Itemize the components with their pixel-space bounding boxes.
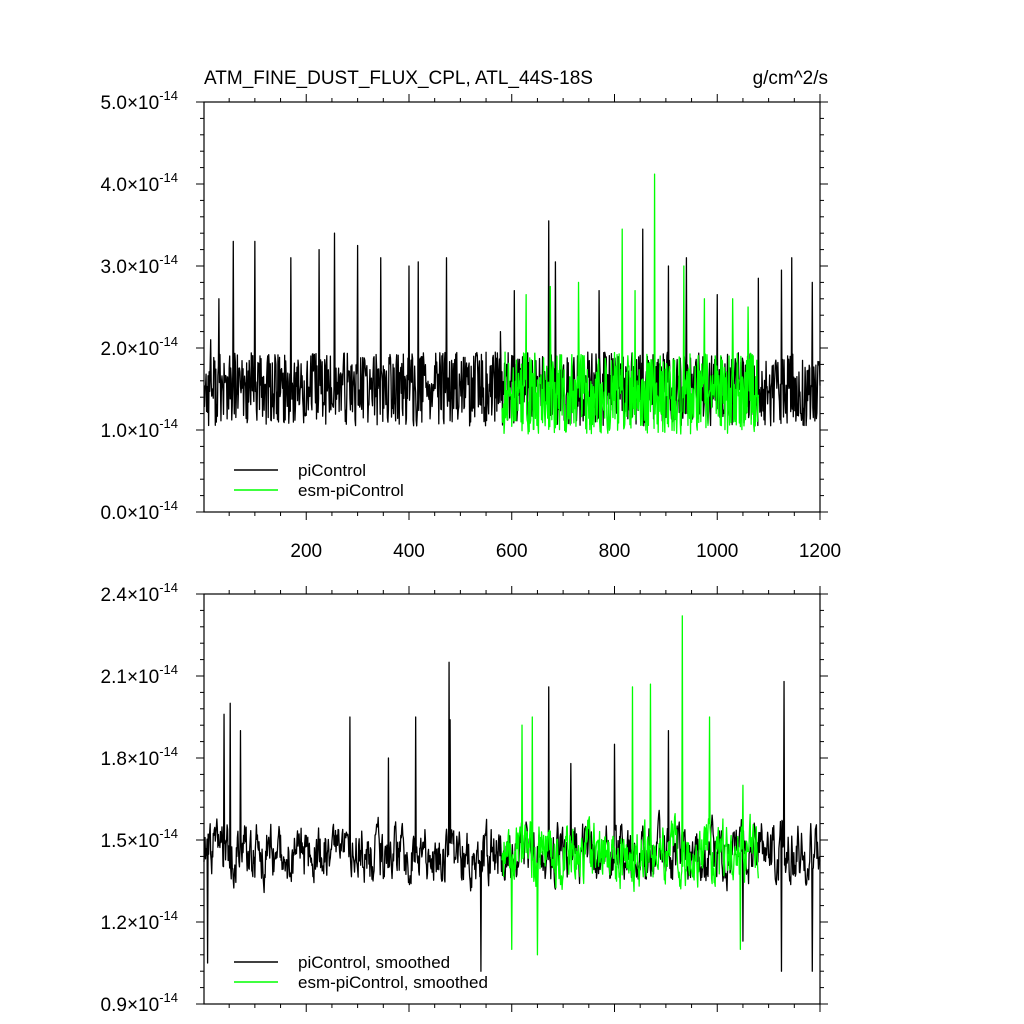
legend-label-picontrol: piControl bbox=[298, 461, 366, 480]
tick-layer: 200 400 600 800 1000 1200 0.0×10-14 1.0×10-14 2.… bbox=[101, 88, 842, 562]
y-tick-label: 4.0×10-14 bbox=[101, 170, 178, 196]
x-tick-label: 800 bbox=[599, 541, 631, 562]
y-tick-label: 1.2×10-14 bbox=[101, 908, 178, 934]
series-layer bbox=[203, 173, 821, 435]
y-tick-label: 2.4×10-14 bbox=[101, 580, 178, 606]
x-tick-label: 400 bbox=[393, 541, 425, 562]
legend-label-esm-picontrol: esm-piControl bbox=[298, 481, 404, 500]
y-tick-label: 1.0×10-14 bbox=[101, 416, 178, 442]
y-tick-label: 0.9×10-14 bbox=[101, 990, 178, 1016]
plot-frame bbox=[203, 593, 821, 1005]
x-tick-label: 200 bbox=[290, 541, 322, 562]
y-tick-label: 3.0×10-14 bbox=[101, 252, 178, 278]
tick-layer: 0.9×10-14 1.2×10-14 1.5×10-14 1.8×10-14 2.1×… bbox=[101, 580, 828, 1016]
legend-label-picontrol-smoothed: piControl, smoothed bbox=[298, 953, 450, 972]
y-tick-label: 2.0×10-14 bbox=[101, 334, 178, 360]
chart-units: g/cm^2/s bbox=[753, 68, 828, 89]
series-line-esm-picontrol bbox=[501, 173, 759, 435]
y-tick-label: 0.0×10-14 bbox=[101, 498, 178, 524]
x-tick-label: 600 bbox=[496, 541, 528, 562]
series-line-picontrol bbox=[203, 220, 821, 427]
y-tick-label: 1.5×10-14 bbox=[101, 826, 178, 852]
series-line-esm-picontrol-smoothed bbox=[501, 615, 759, 956]
y-tick-label: 1.8×10-14 bbox=[101, 744, 178, 770]
bottom-panel: 0.9×10-14 1.2×10-14 1.5×10-14 1.8×10-14 2.1×… bbox=[101, 580, 828, 1016]
y-tick-label: 5.0×10-14 bbox=[101, 88, 178, 114]
legend: piControl, smoothed esm-piControl, smoot… bbox=[234, 953, 488, 992]
series-layer bbox=[203, 615, 821, 972]
legend: piControl esm-piControl bbox=[234, 461, 404, 500]
chart-title: ATM_FINE_DUST_FLUX_CPL, ATL_44S-18S bbox=[204, 68, 593, 89]
x-tick-label: 1200 bbox=[799, 541, 841, 562]
top-panel: ATM_FINE_DUST_FLUX_CPL, ATL_44S-18S g/cm… bbox=[101, 68, 842, 562]
y-tick-label: 2.1×10-14 bbox=[101, 662, 178, 688]
x-tick-label: 1000 bbox=[696, 541, 738, 562]
legend-label-esm-picontrol-smoothed: esm-piControl, smoothed bbox=[298, 973, 488, 992]
plot-frame bbox=[203, 101, 821, 513]
